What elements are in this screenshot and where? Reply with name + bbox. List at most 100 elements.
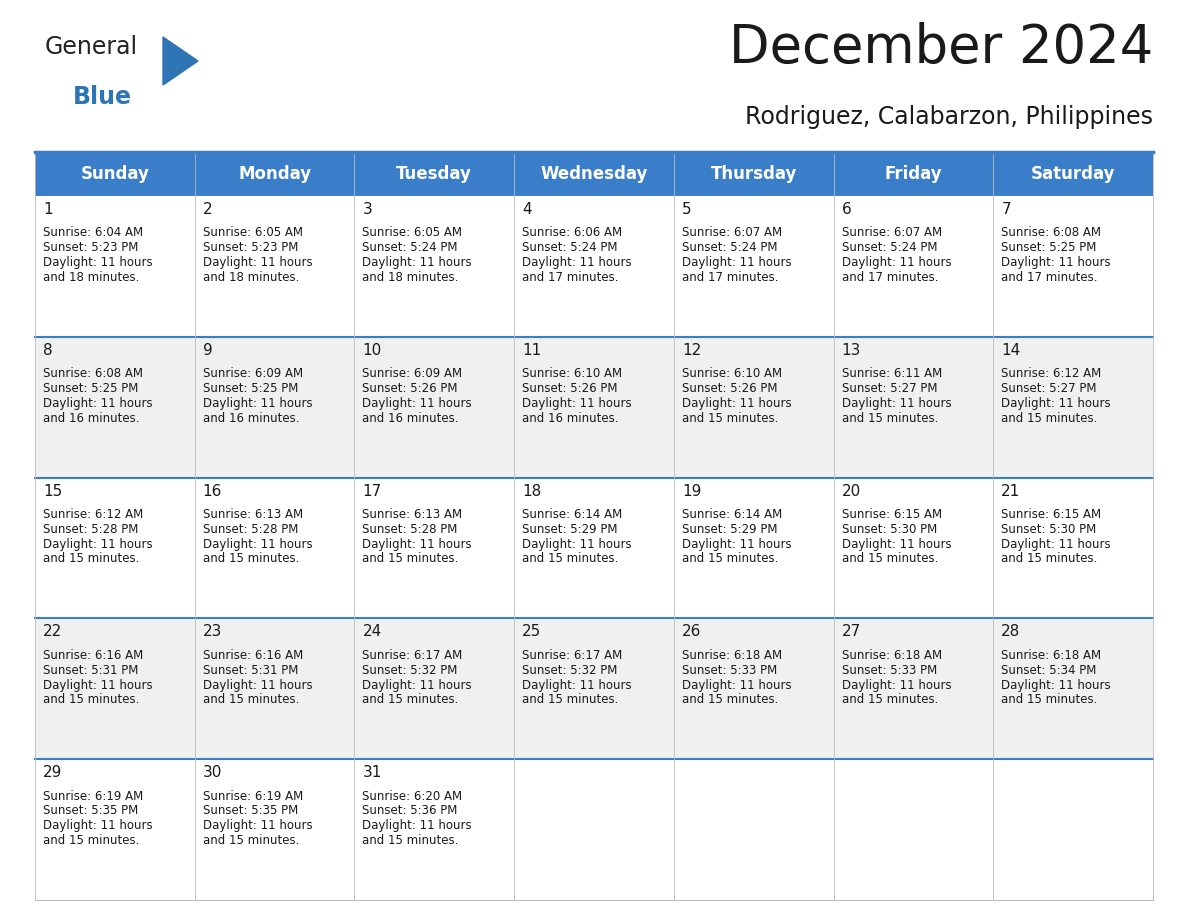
Text: Sunset: 5:25 PM: Sunset: 5:25 PM [203,382,298,395]
Text: Sunrise: 6:19 AM: Sunrise: 6:19 AM [203,789,303,802]
Text: and 16 minutes.: and 16 minutes. [43,411,139,425]
Text: Sunset: 5:29 PM: Sunset: 5:29 PM [523,523,618,536]
Bar [514,152,674,196]
Bar [834,477,993,619]
Text: Sunset: 5:30 PM: Sunset: 5:30 PM [1001,523,1097,536]
Text: Sunrise: 6:16 AM: Sunrise: 6:16 AM [43,649,144,662]
Text: 13: 13 [841,342,861,358]
Text: Sunrise: 6:07 AM: Sunrise: 6:07 AM [841,227,942,240]
Text: 21: 21 [1001,484,1020,498]
Bar [834,196,993,337]
Text: Sunrise: 6:17 AM: Sunrise: 6:17 AM [362,649,462,662]
Text: Daylight: 11 hours: Daylight: 11 hours [523,678,632,691]
Bar [34,759,195,900]
Text: Sunrise: 6:19 AM: Sunrise: 6:19 AM [43,789,144,802]
Text: Sunrise: 6:09 AM: Sunrise: 6:09 AM [203,367,303,380]
Bar [834,337,993,477]
Text: and 15 minutes.: and 15 minutes. [203,693,299,706]
Text: Blue: Blue [72,85,132,109]
Text: General: General [45,35,138,59]
Text: Thursday: Thursday [710,165,797,183]
Text: 9: 9 [203,342,213,358]
Text: 24: 24 [362,624,381,640]
Text: Friday: Friday [885,165,942,183]
Text: 16: 16 [203,484,222,498]
Text: Daylight: 11 hours: Daylight: 11 hours [523,397,632,410]
Text: and 18 minutes.: and 18 minutes. [362,271,459,284]
Bar [514,337,674,477]
Text: Sunrise: 6:17 AM: Sunrise: 6:17 AM [523,649,623,662]
Text: Sunrise: 6:13 AM: Sunrise: 6:13 AM [362,508,462,521]
Text: Sunset: 5:24 PM: Sunset: 5:24 PM [841,241,937,254]
Text: Daylight: 11 hours: Daylight: 11 hours [43,819,152,833]
Text: Monday: Monday [238,165,311,183]
Text: Daylight: 11 hours: Daylight: 11 hours [203,397,312,410]
Bar [674,152,834,196]
Text: Sunday: Sunday [81,165,150,183]
Bar [993,152,1154,196]
Bar [514,619,674,759]
Bar [195,152,354,196]
Text: Sunset: 5:31 PM: Sunset: 5:31 PM [43,664,138,677]
Text: Wednesday: Wednesday [541,165,647,183]
Text: Daylight: 11 hours: Daylight: 11 hours [362,678,472,691]
Text: and 15 minutes.: and 15 minutes. [523,693,619,706]
Text: Sunrise: 6:11 AM: Sunrise: 6:11 AM [841,367,942,380]
Text: 3: 3 [362,202,372,217]
Text: Sunrise: 6:14 AM: Sunrise: 6:14 AM [682,508,782,521]
Text: 19: 19 [682,484,701,498]
Bar [834,152,993,196]
Text: Sunset: 5:35 PM: Sunset: 5:35 PM [43,804,138,818]
Text: Tuesday: Tuesday [397,165,472,183]
Text: and 15 minutes.: and 15 minutes. [841,693,939,706]
Text: Sunrise: 6:13 AM: Sunrise: 6:13 AM [203,508,303,521]
Text: Sunrise: 6:20 AM: Sunrise: 6:20 AM [362,789,462,802]
Text: and 16 minutes.: and 16 minutes. [362,411,459,425]
Text: Daylight: 11 hours: Daylight: 11 hours [523,256,632,269]
Text: Sunrise: 6:16 AM: Sunrise: 6:16 AM [203,649,303,662]
Bar [674,337,834,477]
Text: and 15 minutes.: and 15 minutes. [1001,553,1098,565]
Text: and 16 minutes.: and 16 minutes. [523,411,619,425]
Text: Sunset: 5:23 PM: Sunset: 5:23 PM [203,241,298,254]
Text: 25: 25 [523,624,542,640]
Text: and 15 minutes.: and 15 minutes. [203,553,299,565]
Text: 28: 28 [1001,624,1020,640]
Text: Daylight: 11 hours: Daylight: 11 hours [203,678,312,691]
Bar [674,477,834,619]
Text: Daylight: 11 hours: Daylight: 11 hours [841,397,952,410]
Bar [354,477,514,619]
Text: 7: 7 [1001,202,1011,217]
Text: Daylight: 11 hours: Daylight: 11 hours [682,256,791,269]
Text: Sunrise: 6:10 AM: Sunrise: 6:10 AM [682,367,782,380]
Text: Sunset: 5:25 PM: Sunset: 5:25 PM [43,382,138,395]
Text: 2: 2 [203,202,213,217]
Text: and 15 minutes.: and 15 minutes. [682,411,778,425]
Text: Daylight: 11 hours: Daylight: 11 hours [841,256,952,269]
Text: 11: 11 [523,342,542,358]
Text: Daylight: 11 hours: Daylight: 11 hours [523,538,632,551]
Bar [195,196,354,337]
Text: Daylight: 11 hours: Daylight: 11 hours [682,678,791,691]
Text: Sunset: 5:32 PM: Sunset: 5:32 PM [523,664,618,677]
Text: Sunset: 5:36 PM: Sunset: 5:36 PM [362,804,457,818]
Text: Sunset: 5:32 PM: Sunset: 5:32 PM [362,664,457,677]
Text: 1: 1 [43,202,52,217]
Text: Daylight: 11 hours: Daylight: 11 hours [841,678,952,691]
Bar [34,152,195,196]
Text: Sunrise: 6:18 AM: Sunrise: 6:18 AM [1001,649,1101,662]
Text: Daylight: 11 hours: Daylight: 11 hours [1001,678,1111,691]
Text: and 15 minutes.: and 15 minutes. [362,834,459,847]
Bar [993,196,1154,337]
Text: and 15 minutes.: and 15 minutes. [841,411,939,425]
Text: Sunset: 5:27 PM: Sunset: 5:27 PM [841,382,937,395]
Text: and 15 minutes.: and 15 minutes. [43,693,139,706]
Text: Sunrise: 6:06 AM: Sunrise: 6:06 AM [523,227,623,240]
Text: and 15 minutes.: and 15 minutes. [362,553,459,565]
Text: Sunrise: 6:10 AM: Sunrise: 6:10 AM [523,367,623,380]
Bar [354,337,514,477]
Text: 29: 29 [43,766,63,780]
Text: and 17 minutes.: and 17 minutes. [1001,271,1098,284]
Text: Sunrise: 6:18 AM: Sunrise: 6:18 AM [682,649,782,662]
Bar [674,196,834,337]
